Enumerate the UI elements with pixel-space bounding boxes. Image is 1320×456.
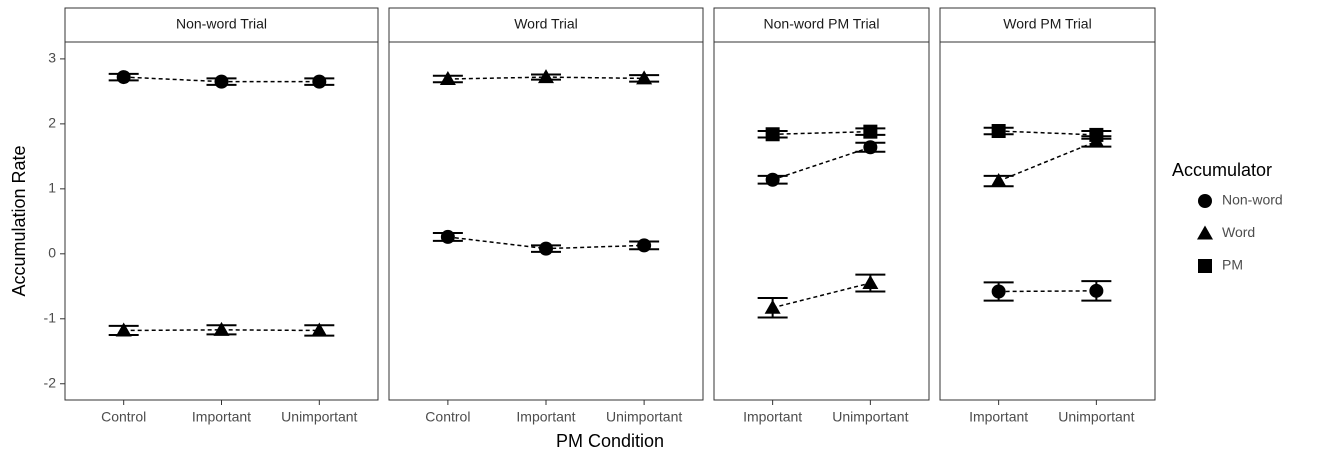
x-tick-label: Unimportant — [281, 409, 357, 425]
point — [765, 172, 780, 187]
point — [1089, 127, 1104, 142]
strip — [388, 7, 704, 43]
point — [862, 275, 879, 290]
x-tick-label: Unimportant — [606, 409, 682, 425]
legend-marker — [1198, 259, 1212, 273]
legend-label: PM — [1222, 257, 1243, 273]
x-tick-label: Unimportant — [832, 409, 908, 425]
point — [115, 322, 132, 337]
panel — [64, 41, 379, 401]
point — [538, 69, 554, 84]
legend-marker — [1198, 194, 1212, 208]
y-tick-label: 2 — [48, 115, 56, 131]
point — [991, 124, 1006, 139]
y-tick-label: 0 — [48, 245, 56, 261]
panel-title: Non-word PM Trial — [764, 16, 880, 32]
point — [636, 70, 653, 85]
panel — [939, 41, 1156, 401]
panel-title: Non-word Trial — [176, 16, 267, 32]
point — [863, 124, 878, 139]
point — [539, 241, 553, 256]
point — [312, 74, 327, 89]
legend-label: Non-word — [1222, 192, 1283, 208]
legend-label: Word — [1222, 224, 1255, 240]
panel — [388, 41, 704, 401]
series-line — [772, 146, 871, 181]
y-tick-label: -1 — [44, 309, 57, 325]
strip — [713, 7, 930, 43]
legend-marker — [1197, 225, 1213, 240]
series-line — [123, 76, 320, 83]
x-tick-label: Control — [425, 409, 470, 425]
legend-title: Accumulator — [1172, 160, 1272, 180]
point — [863, 140, 878, 155]
x-tick-label: Important — [516, 409, 575, 425]
point — [765, 127, 780, 142]
point — [311, 322, 328, 337]
series-line — [998, 290, 1097, 293]
point — [440, 229, 455, 244]
point — [991, 284, 1006, 299]
point — [214, 74, 229, 89]
x-tick-label: Important — [192, 409, 251, 425]
panel — [713, 41, 930, 401]
x-tick-label: Important — [969, 409, 1028, 425]
point — [764, 299, 781, 314]
series-line — [123, 329, 320, 332]
x-tick-label: Control — [101, 409, 146, 425]
point — [990, 173, 1007, 188]
series-line — [772, 282, 871, 309]
point — [637, 238, 652, 253]
x-tick-label: Important — [743, 409, 802, 425]
x-tick-label: Unimportant — [1058, 409, 1134, 425]
x-axis-label: PM Condition — [556, 431, 664, 451]
series-line — [998, 130, 1097, 136]
strip — [939, 7, 1156, 43]
series-line — [772, 130, 871, 136]
panel-title: Word Trial — [514, 16, 578, 32]
point — [439, 71, 456, 86]
y-tick-label: -2 — [44, 374, 57, 390]
point — [1089, 283, 1104, 298]
y-tick-label: 3 — [48, 50, 56, 66]
y-tick-label: 1 — [48, 180, 56, 196]
point — [213, 321, 230, 336]
panel-title: Word PM Trial — [1003, 16, 1091, 32]
series-line — [998, 140, 1097, 182]
y-axis-label: Accumulation Rate — [9, 145, 29, 296]
point — [116, 70, 131, 85]
